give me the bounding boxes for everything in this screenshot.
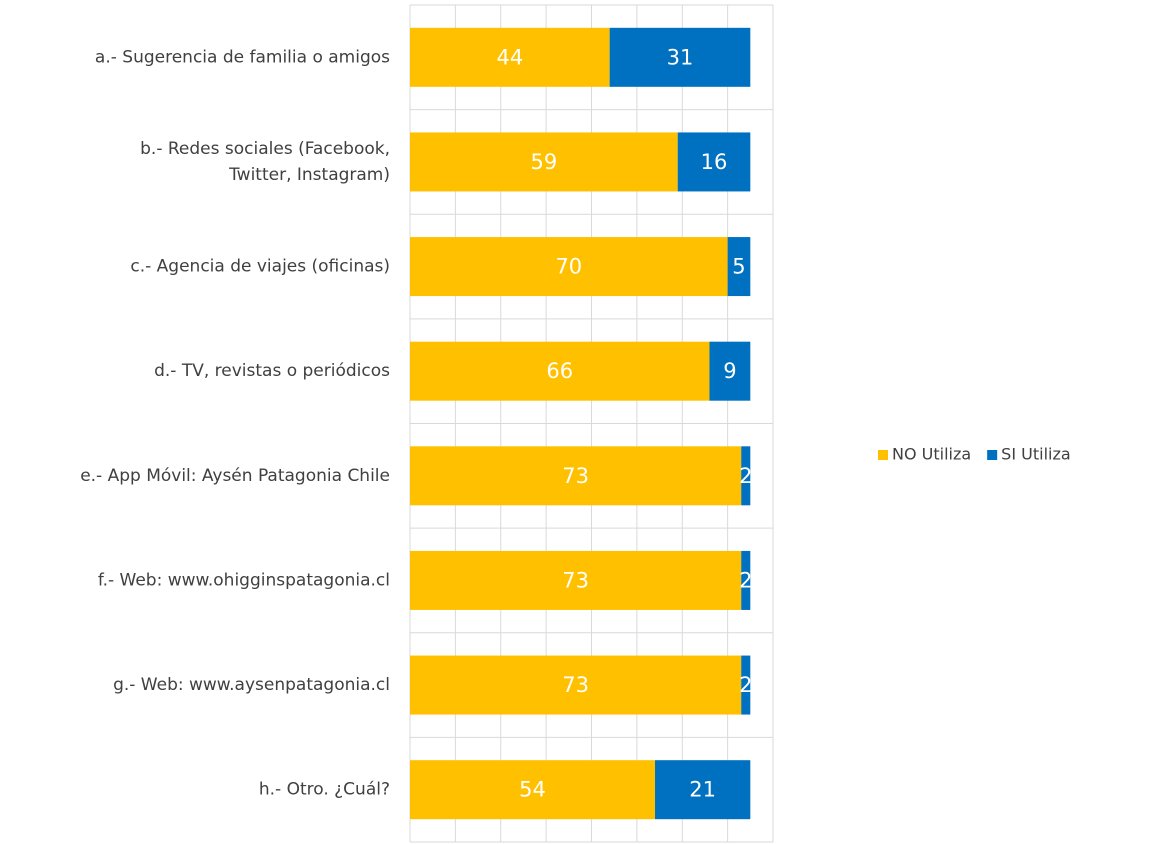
data-label: 31 (667, 45, 694, 69)
data-label: 73 (562, 464, 589, 488)
y-tick-label: e.- App Móvil: Aysén Patagonia Chile (80, 466, 390, 486)
bar-segment (410, 655, 742, 715)
data-label: 66 (546, 359, 573, 383)
data-label: 73 (562, 673, 589, 697)
bar-segment (410, 341, 710, 401)
data-label: 16 (701, 150, 728, 174)
bar-segment (655, 760, 751, 820)
bar-segment (609, 27, 751, 87)
bar-segment (410, 550, 742, 610)
bar-segment (709, 341, 751, 401)
data-label: 54 (519, 778, 546, 802)
y-tick-label: d.- TV, revistas o periódicos (154, 361, 390, 381)
legend-swatch (878, 450, 888, 460)
data-label: 44 (496, 45, 523, 69)
data-label: 21 (689, 778, 716, 802)
data-label: 73 (562, 568, 589, 592)
y-tick-label: b.- Redes sociales (Facebook, Twitter, In… (140, 139, 390, 185)
data-label: 70 (555, 255, 582, 279)
bar-segment (410, 132, 678, 192)
y-tick-label: g.- Web: www.aysenpatagonia.cl (113, 675, 390, 695)
bar-segment (410, 27, 610, 87)
bar-segment (677, 132, 751, 192)
bar-segment (410, 446, 742, 506)
bar-segment (727, 237, 751, 297)
legend-label: NO Utiliza (892, 445, 971, 464)
data-label: 9 (723, 359, 736, 383)
y-tick-label: c.- Agencia de viajes (oficinas) (130, 257, 390, 277)
data-label: 2 (739, 568, 752, 592)
legend-label: SI Utiliza (1001, 445, 1070, 464)
bar-segment (741, 550, 751, 610)
data-label: 2 (739, 464, 752, 488)
y-tick-label: h.- Otro. ¿Cuál? (259, 780, 390, 800)
bar-segment (741, 446, 751, 506)
y-tick-label: f.- Web: www.ohigginspatagonia.cl (98, 570, 390, 590)
data-label: 2 (739, 673, 752, 697)
y-tick-label: a.- Sugerencia de familia o amigos (95, 47, 390, 67)
bar-segment (410, 237, 728, 297)
data-label: 5 (732, 255, 745, 279)
data-label: 59 (530, 150, 557, 174)
bar-segment (741, 655, 751, 715)
legend-swatch (987, 450, 998, 460)
bar-segment (410, 760, 656, 820)
